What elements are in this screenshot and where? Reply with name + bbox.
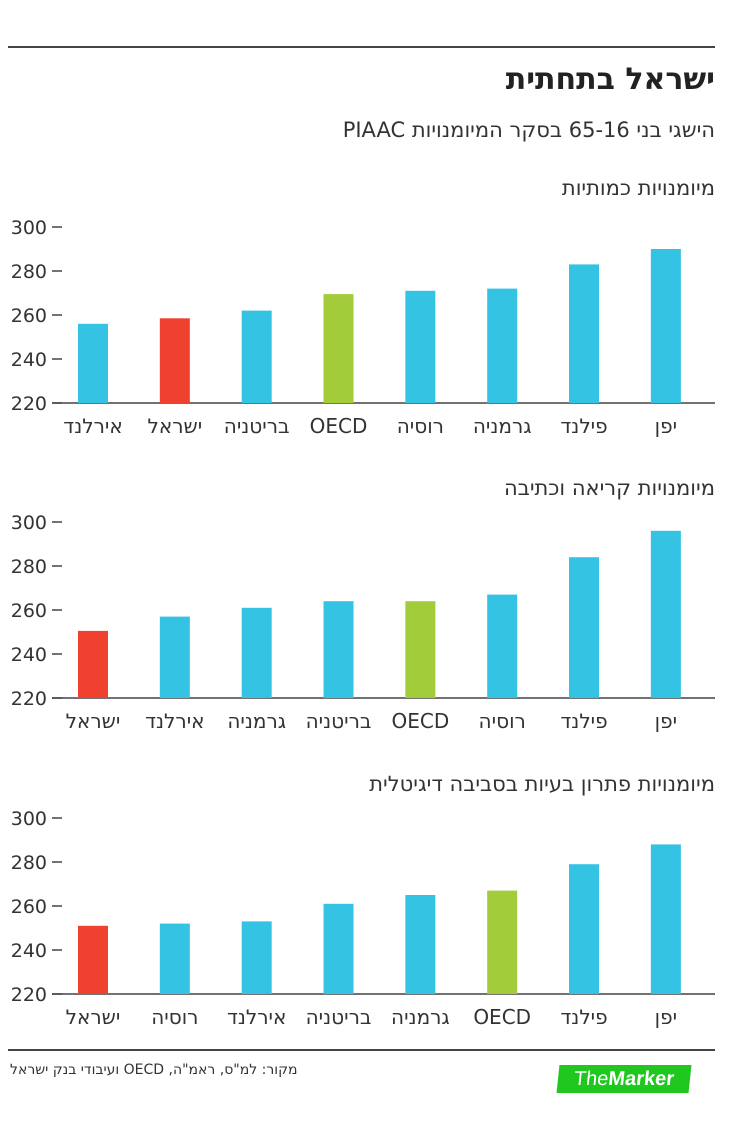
x-tick-label: בריטניה [306, 1005, 372, 1029]
x-tick-label: פילנד [560, 414, 607, 438]
bar-country [405, 290, 436, 403]
x-tick-label: אירלנד [145, 709, 204, 733]
y-tick-label: 300 [11, 512, 47, 534]
chart-title-problem-solving: מיומנויות פתרון בעיות בסביבה דיגיטלית [369, 772, 715, 796]
x-tick-label: פילנד [560, 1005, 607, 1029]
bar-country [241, 921, 272, 994]
y-tick-label: 220 [11, 984, 47, 1006]
y-tick-label: 240 [11, 644, 47, 666]
x-tick-label: OECD [310, 414, 368, 438]
bar-israel [78, 925, 108, 994]
y-tick-label: 260 [11, 600, 47, 622]
logo-marker: Marker [607, 1067, 676, 1090]
bar-country [323, 903, 354, 994]
page-subtitle: הישגי בני 65-16 בסקר המיומנויות PIAAC [342, 118, 715, 142]
bar-country [650, 249, 681, 403]
y-tick-label: 220 [11, 688, 47, 710]
bar-country [569, 264, 600, 403]
source-note: מקור: למ"ס, ראמ"ה, OECD ועיבודי בנק ישרא… [10, 1062, 298, 1078]
bar-country [159, 616, 190, 698]
chart-problem-solving: 220 240 260 280 300 ישראל רוסיה אירלנד בריטניה גר… [11, 808, 715, 1029]
bar-israel [159, 318, 190, 403]
bar-country [650, 530, 681, 698]
bar-country [78, 323, 108, 403]
y-tick-label: 280 [11, 261, 47, 283]
y-tick-label: 240 [11, 349, 47, 371]
x-tick-label: ישראל [148, 414, 203, 438]
top-rule [8, 46, 715, 48]
bar-country [650, 844, 681, 994]
x-tick-label: יפן [655, 709, 677, 733]
chart-title-quantitative: מיומנויות כמותיות [561, 176, 715, 200]
x-tick-label: אירלנד [227, 1005, 286, 1029]
x-tick-label: ישראל [66, 1005, 121, 1029]
bar-country [569, 864, 600, 994]
bar-oecd [405, 601, 436, 698]
themarker-logo: The Marker [556, 1065, 692, 1093]
chart-title-literacy: מיומנויות קריאה וכתיבה [503, 476, 715, 500]
bar-country [323, 601, 354, 698]
bar-country [241, 607, 272, 698]
chart-quantitative: 220 240 260 280 300 אירלנד ישראל בריטניה OECD רוס… [11, 217, 715, 438]
x-tick-label: אירלנד [63, 414, 122, 438]
logo-the: The [572, 1067, 610, 1090]
x-tick-label: רוסיה [151, 1005, 198, 1029]
x-tick-label: גרמניה [227, 709, 286, 733]
chart-literacy: 220 240 260 280 300 ישראל אירלנד גרמניה בריטניה O… [11, 512, 715, 733]
x-tick-label: בריטניה [224, 414, 290, 438]
bar-oecd [323, 294, 354, 403]
x-tick-label: רוסיה [479, 709, 526, 733]
y-tick-label: 260 [11, 896, 47, 918]
bar-oecd [487, 890, 518, 994]
x-tick-label: OECD [391, 709, 449, 733]
x-tick-label: רוסיה [397, 414, 444, 438]
bar-country [159, 923, 190, 994]
x-tick-label: יפן [655, 1005, 677, 1029]
x-tick-label: ישראל [66, 709, 121, 733]
bar-country [405, 895, 436, 994]
x-tick-label: גרמניה [473, 414, 532, 438]
bottom-rule [8, 1049, 715, 1051]
x-tick-label: בריטניה [306, 709, 372, 733]
x-tick-label: פילנד [560, 709, 607, 733]
x-tick-label: OECD [473, 1005, 531, 1029]
x-tick-label: יפן [655, 414, 677, 438]
bar-country [241, 310, 272, 403]
y-tick-label: 240 [11, 940, 47, 962]
x-tick-label: גרמניה [391, 1005, 450, 1029]
y-tick-label: 300 [11, 217, 47, 239]
bar-country [487, 594, 518, 698]
y-tick-label: 260 [11, 305, 47, 327]
page-title: ישראל בתחתית [505, 62, 715, 97]
bar-country [569, 557, 600, 698]
y-tick-label: 300 [11, 808, 47, 830]
y-tick-label: 280 [11, 852, 47, 874]
bar-country [487, 288, 518, 403]
y-tick-label: 280 [11, 556, 47, 578]
bar-israel [78, 630, 108, 698]
y-tick-label: 220 [11, 393, 47, 415]
